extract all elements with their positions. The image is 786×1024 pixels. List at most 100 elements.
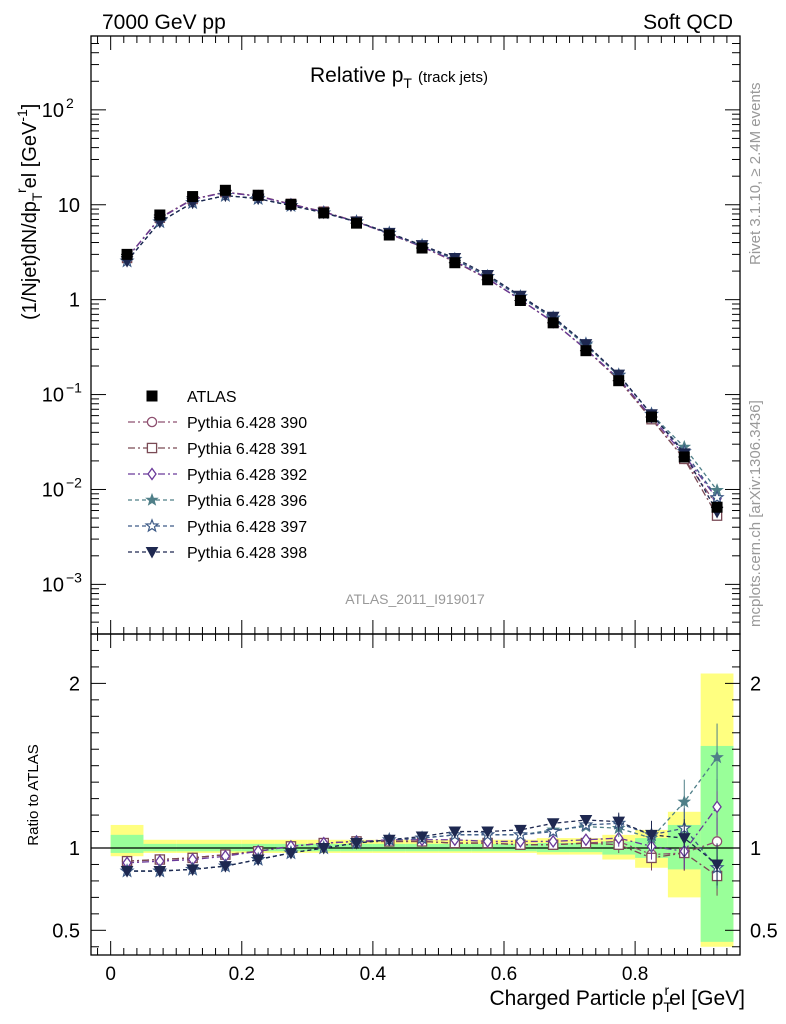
data-point bbox=[154, 209, 166, 221]
main-title-text: Relative p bbox=[310, 64, 403, 87]
ratio-series-4-point bbox=[545, 823, 561, 838]
rivet-version-label: Rivet 3.1.10, ≥ 2.4M events bbox=[747, 83, 764, 266]
main-series-4-point bbox=[709, 489, 725, 505]
xlabel-sup: r bbox=[664, 982, 669, 998]
ratio-series-3-point bbox=[710, 750, 724, 764]
data-point bbox=[187, 191, 199, 203]
main-y-tick-exponent: −1 bbox=[66, 380, 82, 396]
main-y-tick-label: 10 bbox=[42, 479, 64, 501]
ratio-series-5-point bbox=[350, 838, 363, 850]
legend-marker-3 bbox=[147, 467, 157, 481]
ratio-series-5-point bbox=[677, 833, 691, 845]
data-point bbox=[416, 242, 428, 254]
ratio-series-5-point bbox=[481, 826, 494, 839]
legend-label-2: Pythia 6.428 391 bbox=[187, 441, 307, 458]
main-y-tick-label: 10 bbox=[42, 100, 64, 122]
ratio-y-tick-label-right: 1 bbox=[750, 838, 761, 860]
ratio-series-5-point bbox=[415, 831, 429, 844]
ratio-frame bbox=[90, 633, 741, 956]
band-green-0 bbox=[110, 834, 144, 853]
ratio-series-5-point bbox=[284, 847, 298, 860]
legend-label-1: Pythia 6.428 390 bbox=[187, 415, 307, 432]
x-tick-label: 0 bbox=[105, 964, 116, 985]
ratio-series-5-point bbox=[382, 834, 396, 847]
legend-marker-2 bbox=[146, 442, 158, 454]
ratio-series-2-point bbox=[548, 834, 558, 849]
legend-marker-0 bbox=[146, 390, 158, 402]
main-y-tick-exponent: −3 bbox=[66, 569, 82, 585]
ratio-ylabel: Ratio to ATLAS bbox=[25, 744, 42, 845]
ratio-series-5-point bbox=[120, 866, 134, 878]
data-point bbox=[547, 317, 559, 329]
data-point bbox=[383, 229, 395, 241]
ratio-series-5-point bbox=[710, 859, 724, 871]
ratio-y-tick-label-right: 2 bbox=[750, 673, 761, 695]
data-point bbox=[613, 375, 625, 387]
data-point bbox=[646, 411, 657, 423]
ratio-series-2-point bbox=[712, 800, 722, 814]
legend-label-0: ATLAS bbox=[187, 389, 237, 406]
main-series-5-point bbox=[546, 311, 560, 324]
legend-marker-1 bbox=[146, 416, 158, 428]
data-point bbox=[318, 207, 330, 219]
ratio-series-3-point bbox=[677, 794, 692, 808]
data-point bbox=[285, 198, 297, 210]
legend-label-3: Pythia 6.428 392 bbox=[187, 467, 307, 484]
ratio-series-5-point bbox=[251, 854, 265, 867]
x-tick-label: 0.2 bbox=[229, 964, 255, 985]
ratio-y-tick-label-right: 0.5 bbox=[750, 920, 778, 942]
data-point bbox=[711, 501, 723, 513]
x-tick-label: 0.4 bbox=[360, 964, 387, 985]
main-y-tick-label: 10 bbox=[42, 574, 64, 596]
data-point bbox=[449, 257, 461, 269]
legend-label-6: Pythia 6.428 398 bbox=[187, 545, 307, 562]
ratio-series-5-point bbox=[448, 826, 462, 839]
energy-label: 7000 GeV pp bbox=[102, 11, 226, 34]
main-ylabel: (1/Njet)dN/dpTrel [GeV-1] bbox=[13, 104, 45, 320]
data-point bbox=[252, 189, 264, 201]
main-title-note: (track jets) bbox=[418, 69, 488, 86]
data-point bbox=[219, 184, 231, 196]
data-point bbox=[580, 345, 592, 357]
ratio-series-5-point bbox=[645, 829, 658, 842]
ratio-series-5-point bbox=[219, 861, 232, 873]
data-point bbox=[351, 217, 362, 229]
data-point bbox=[678, 451, 690, 463]
ratio-series-5-point bbox=[579, 815, 593, 827]
ratio-series-5-point bbox=[186, 864, 199, 876]
main-y-tick-label: 10 bbox=[42, 385, 64, 407]
ratio-series-2-point bbox=[613, 831, 624, 845]
ratio-series-2-point bbox=[581, 833, 591, 847]
uncertainty-bands bbox=[91, 673, 740, 947]
xlabel-tail: el [GeV] bbox=[669, 987, 745, 1010]
legend-label-4: Pythia 6.428 396 bbox=[187, 493, 307, 510]
main-y-tick-exponent: −2 bbox=[66, 474, 82, 490]
data-point bbox=[121, 248, 133, 260]
ratio-y-tick-label-left: 2 bbox=[69, 673, 80, 695]
legend-marker-6 bbox=[145, 547, 159, 559]
main-title-sub: T bbox=[403, 75, 412, 91]
legend-marker-5 bbox=[144, 518, 160, 533]
ratio-series-5-point bbox=[514, 824, 527, 837]
main-series-5-point bbox=[579, 339, 593, 351]
ratio-series-5-point bbox=[546, 818, 560, 830]
mcplots-source-label: mcplots.cern.ch [arXiv:1306.3436] bbox=[747, 400, 764, 627]
main-y-tick-exponent: 2 bbox=[66, 95, 74, 111]
main-y-tick-label: 10 bbox=[58, 195, 80, 217]
category-label: Soft QCD bbox=[643, 11, 733, 34]
x-tick-label: 0.6 bbox=[491, 964, 517, 985]
main-title: Relative pT (track jets) bbox=[310, 64, 488, 91]
ratio-series-5-point bbox=[612, 816, 626, 829]
ratio-y-tick-label-left: 0.5 bbox=[52, 920, 80, 942]
legend: ATLAS Pythia 6.428 390 Pythia 6.428 391 Pyt… bbox=[128, 389, 307, 562]
xlabel-sub: T bbox=[663, 999, 672, 1015]
ratio-xlabel: Charged Particle pTrel [GeV] bbox=[489, 982, 745, 1015]
data-point bbox=[514, 294, 526, 306]
legend-label-5: Pythia 6.428 397 bbox=[187, 519, 307, 536]
analysis-id-label: ATLAS_2011_I919017 bbox=[345, 591, 485, 607]
legend-marker-4 bbox=[145, 492, 159, 506]
series-markers bbox=[119, 184, 725, 896]
ratio-series-5-point bbox=[153, 866, 167, 878]
